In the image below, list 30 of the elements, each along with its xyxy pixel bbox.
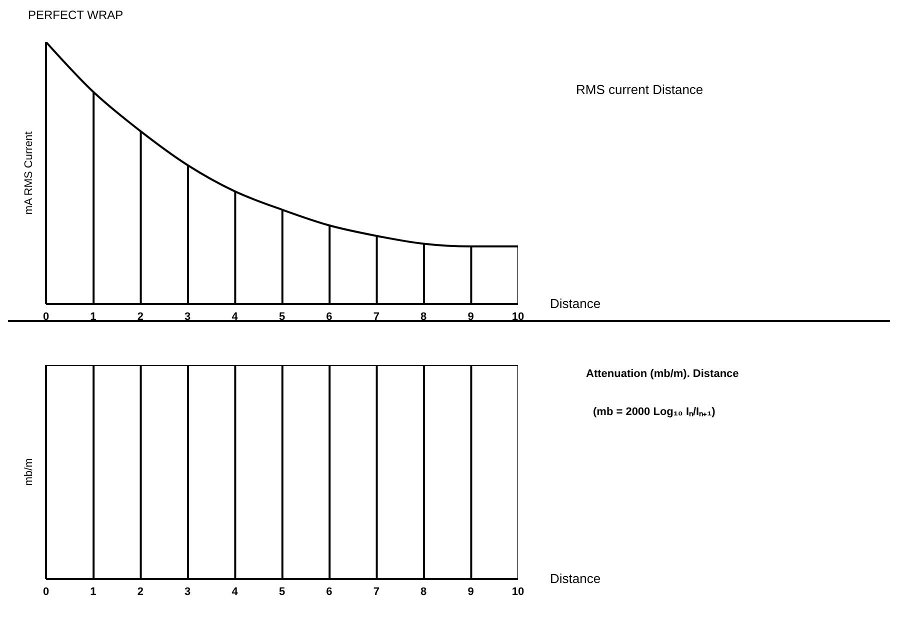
x-tick-label: 10 <box>512 310 524 323</box>
x-tick-label: 6 <box>326 586 332 598</box>
x-tick-label: 3 <box>184 310 191 323</box>
text: Attenuation (mb/m). Distance <box>586 368 739 380</box>
x-tick-label: 0 <box>42 310 50 323</box>
x-axis-title: Distance <box>550 571 601 586</box>
x-tick-label: 4 <box>232 310 239 323</box>
x-tick-label: 9 <box>468 586 474 598</box>
x-tick-label: 2 <box>137 586 144 598</box>
x-tick-label: 2 <box>137 310 144 323</box>
x-tick-label: 0 <box>42 586 50 598</box>
x-tick-label: 7 <box>373 310 380 323</box>
x-tick-label: 6 <box>326 310 332 323</box>
x-tick-label: 1 <box>90 310 96 323</box>
x-tick-label: 4 <box>232 586 239 598</box>
x-tick-label: 5 <box>278 586 286 598</box>
x-tick-label: 1 <box>90 586 96 598</box>
x-tick-label: 9 <box>468 310 474 323</box>
x-tick-label: 8 <box>420 586 427 598</box>
x-tick-label: 7 <box>373 586 380 598</box>
y-axis-title: mA RMS Current <box>22 131 35 215</box>
chart-title: PERFECT WRAP <box>28 8 124 22</box>
x-tick-label: 8 <box>420 310 427 323</box>
text: RMS current Distance <box>576 82 704 97</box>
text: (mb = 2000 Log₁₀ Iₙ/Iₙ₊₁) <box>593 405 716 418</box>
x-axis-title: Distance <box>550 296 601 311</box>
x-tick-label: 3 <box>184 586 191 598</box>
x-tick-label: 10 <box>512 586 524 598</box>
x-tick-label: 5 <box>278 310 286 323</box>
y-axis-title: mb/m <box>22 458 35 486</box>
